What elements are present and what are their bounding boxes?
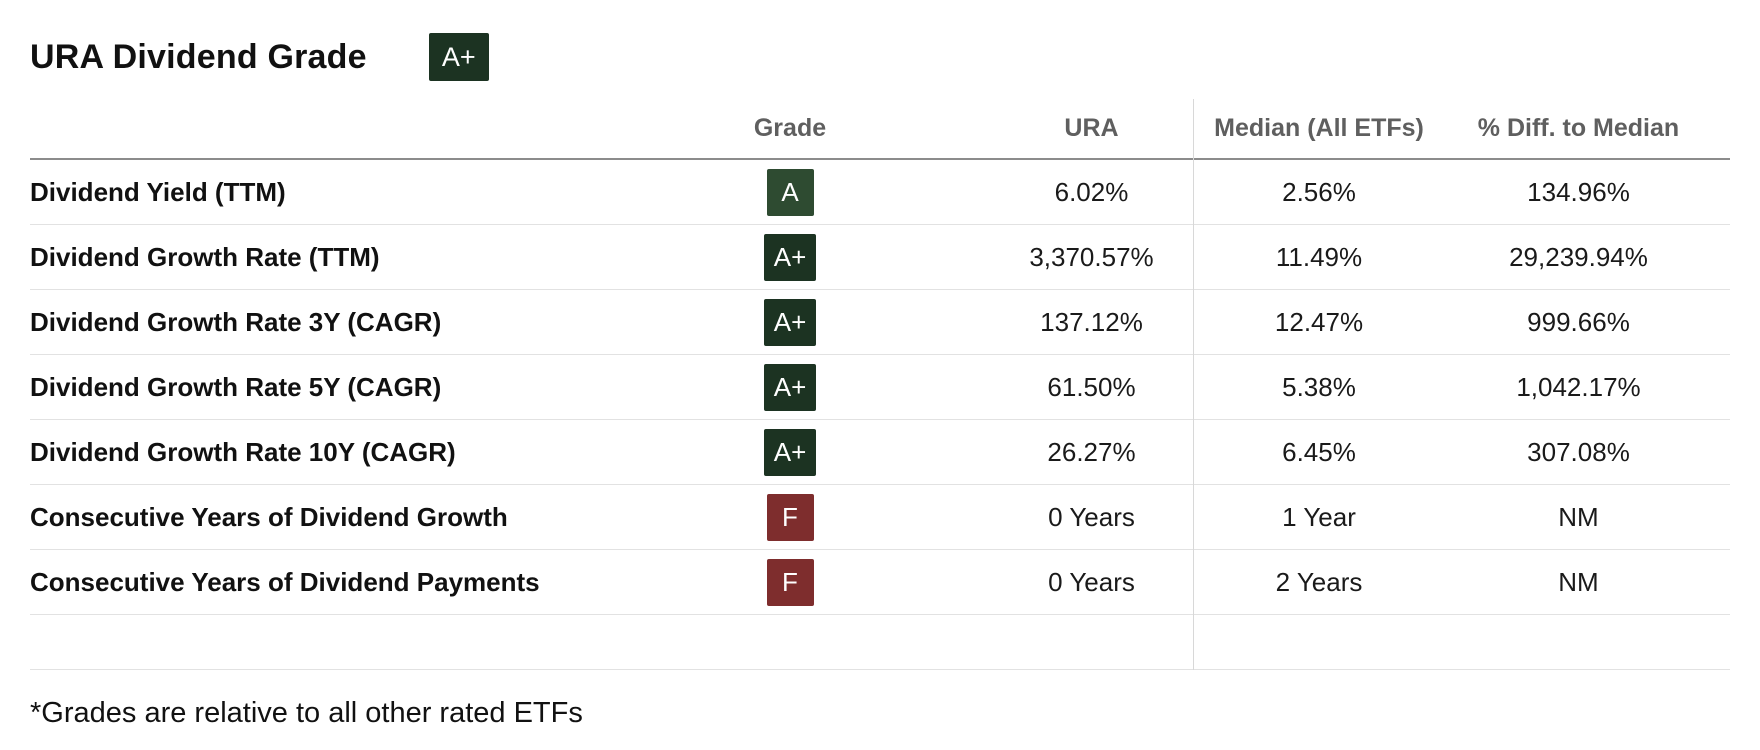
table-row: Dividend Yield (TTM) A 6.02% 2.56% 134.9… xyxy=(30,160,1730,225)
column-divider xyxy=(1193,99,1194,670)
grade-badge[interactable]: A xyxy=(766,168,814,216)
table-row: Dividend Growth Rate (TTM) A+ 3,370.57% … xyxy=(30,225,1730,290)
table-bottom-spacer xyxy=(30,615,1730,670)
table-row: Dividend Growth Rate 10Y (CAGR) A+ 26.27… xyxy=(30,420,1730,485)
table-row: Dividend Growth Rate 5Y (CAGR) A+ 61.50%… xyxy=(30,355,1730,420)
table-row: Consecutive Years of Dividend Payments F… xyxy=(30,550,1730,615)
ura-value: 0 Years xyxy=(1048,501,1135,532)
diff-value: NM xyxy=(1558,501,1599,532)
widget-header: URA Dividend Grade A+ xyxy=(30,31,1730,83)
metric-label: Dividend Growth Rate (TTM) xyxy=(30,241,380,272)
dividend-grade-table: Grade URA Median (All ETFs) % Diff. to M… xyxy=(30,99,1730,670)
metric-label: Dividend Growth Rate 10Y (CAGR) xyxy=(30,436,456,467)
grade-badge[interactable]: A+ xyxy=(763,363,817,411)
page-title: URA Dividend Grade xyxy=(30,37,367,76)
median-value: 2.56% xyxy=(1282,176,1356,207)
column-header-ticker: URA xyxy=(1064,114,1119,142)
table-row: Consecutive Years of Dividend Growth F 0… xyxy=(30,485,1730,550)
ura-value: 3,370.57% xyxy=(1029,241,1154,272)
table-header-row: Grade URA Median (All ETFs) % Diff. to M… xyxy=(30,99,1730,160)
ura-value: 61.50% xyxy=(1047,371,1136,402)
grade-badge[interactable]: F xyxy=(766,558,814,606)
metric-label: Dividend Growth Rate 5Y (CAGR) xyxy=(30,371,442,402)
ura-value: 137.12% xyxy=(1040,306,1143,337)
median-value: 12.47% xyxy=(1274,306,1364,337)
median-value: 2 Years xyxy=(1275,566,1363,597)
grade-badge[interactable]: A+ xyxy=(763,428,817,476)
footnote-grades-relative: *Grades are relative to all other rated … xyxy=(30,697,583,729)
column-header-median: Median (All ETFs) xyxy=(1214,114,1424,142)
column-header-grade: Grade xyxy=(753,114,827,142)
metric-label: Dividend Growth Rate 3Y (CAGR) xyxy=(30,306,442,337)
grade-badge[interactable]: A+ xyxy=(763,298,817,346)
diff-value: NM xyxy=(1558,566,1599,597)
ura-value: 0 Years xyxy=(1048,566,1135,597)
grade-badge[interactable]: A+ xyxy=(763,233,817,281)
median-value: 5.38% xyxy=(1282,371,1356,402)
median-value: 1 Year xyxy=(1282,501,1356,532)
diff-value: 1,042.17% xyxy=(1516,371,1641,402)
median-value: 11.49% xyxy=(1275,241,1363,272)
metric-label: Dividend Yield (TTM) xyxy=(30,176,286,207)
diff-value: 134.96% xyxy=(1527,176,1630,207)
grade-badge[interactable]: F xyxy=(766,493,814,541)
diff-value: 307.08% xyxy=(1527,436,1630,467)
median-value: 6.45% xyxy=(1282,436,1356,467)
overall-grade-badge[interactable]: A+ xyxy=(428,33,489,81)
diff-value: 999.66% xyxy=(1527,306,1630,337)
ura-value: 6.02% xyxy=(1054,176,1129,207)
ura-value: 26.27% xyxy=(1047,436,1136,467)
diff-value: 29,239.94% xyxy=(1509,241,1648,272)
column-header-diff: % Diff. to Median xyxy=(1477,114,1680,142)
metric-label: Consecutive Years of Dividend Growth xyxy=(30,501,508,532)
metric-label: Consecutive Years of Dividend Payments xyxy=(30,566,540,597)
dividend-grade-widget: URA Dividend Grade A+ Grade URA Median (… xyxy=(0,31,1760,750)
table-row: Dividend Growth Rate 3Y (CAGR) A+ 137.12… xyxy=(30,290,1730,355)
